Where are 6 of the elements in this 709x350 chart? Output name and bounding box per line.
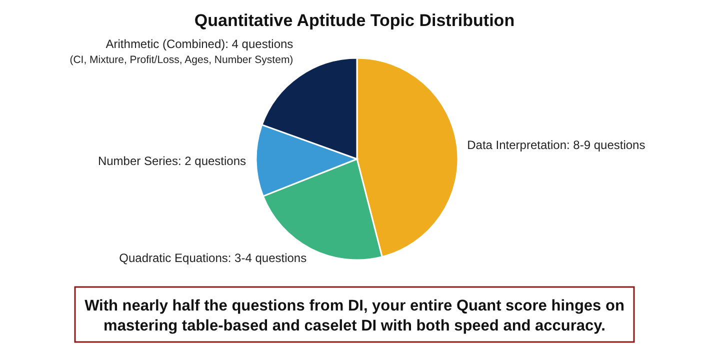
slice-label: Number Series: 2 questions — [98, 154, 246, 168]
slice-label: Data Interpretation: 8-9 questions — [467, 138, 646, 152]
slice-label: Quadratic Equations: 3-4 questions — [119, 250, 307, 265]
chart-title: Quantitative Aptitude Topic Distribution — [194, 11, 515, 30]
text: With nearly half the questions from DI, your entire Quant score hinges on mastering table-based and caselet DI with both speed and accuracy. — [84, 298, 624, 334]
slice-label: Arithmetic (Combined): 4 questions (CI, Mixture, Profit/Loss, Ages, Number System) — [70, 37, 294, 66]
